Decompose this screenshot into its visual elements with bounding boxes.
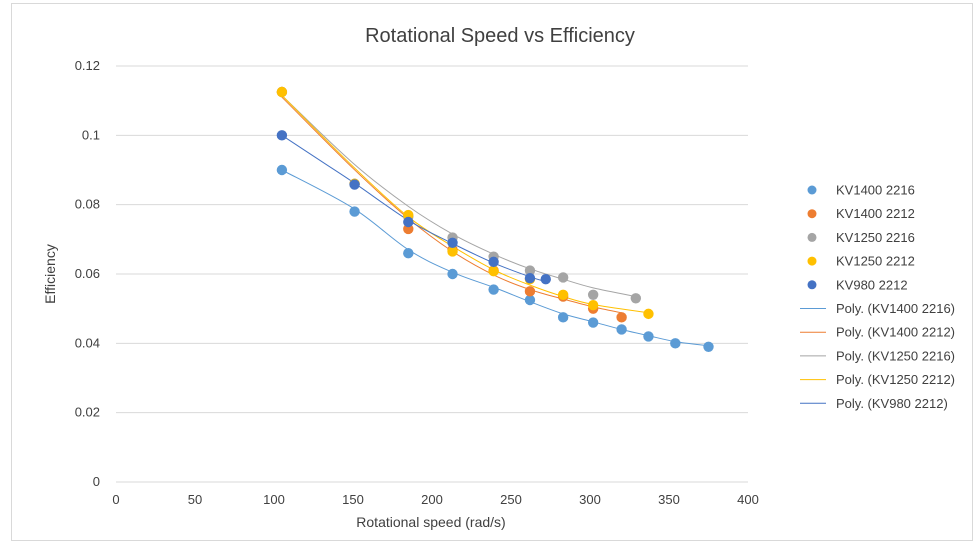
data-point: [643, 308, 654, 320]
data-point: [524, 272, 536, 284]
x-tick-label: 250: [500, 492, 522, 507]
legend-label: Poly. (KV980 2212): [836, 396, 948, 411]
x-axis-title: Rotational speed (rad/s): [356, 514, 505, 530]
y-tick-label: 0.12: [75, 58, 100, 73]
y-tick-label: 0.08: [75, 197, 100, 212]
legend-marker: [807, 209, 817, 219]
data-point: [403, 248, 414, 259]
data-point: [616, 324, 627, 335]
data-point: [643, 331, 654, 342]
data-points: [276, 86, 714, 352]
data-point: [587, 289, 599, 300]
legend-marker: [807, 232, 817, 242]
y-tick-label: 0.02: [75, 405, 100, 420]
data-point: [524, 294, 536, 306]
legend-label: KV980 2212: [836, 277, 908, 292]
legend-label: Poly. (KV1400 2216): [836, 301, 955, 316]
data-point: [557, 272, 569, 283]
legend-label: Poly. (KV1250 2216): [836, 348, 955, 363]
x-tick-label: 50: [188, 492, 202, 507]
legend-label: KV1400 2212: [836, 206, 915, 221]
gridlines: [116, 65, 748, 414]
legend-label: KV1250 2212: [836, 254, 915, 269]
axes: 0 0.02 0.04 0.06 0.08 0.1 0.12 0 50 100 150 200 250 3…: [75, 58, 759, 507]
y-tick-label: 0.04: [75, 335, 100, 350]
data-point: [587, 300, 599, 311]
data-point: [703, 341, 714, 352]
data-point: [276, 164, 288, 176]
data-point: [630, 293, 642, 304]
data-point: [276, 130, 288, 141]
data-point: [616, 312, 627, 323]
legend-label: KV1400 2216: [836, 183, 915, 198]
data-point: [276, 86, 288, 98]
x-tick-label: 400: [737, 492, 759, 507]
x-tick-label: 100: [263, 492, 285, 507]
data-point: [557, 289, 569, 300]
x-tick-label: 300: [579, 492, 601, 507]
y-tick-label: 0.1: [82, 127, 100, 142]
data-point: [524, 286, 536, 297]
data-point: [447, 268, 458, 280]
y-tick-label: 0.06: [75, 266, 100, 281]
y-axis-title: Efficiency: [42, 244, 58, 304]
data-point: [524, 265, 536, 276]
legend-marker: [807, 256, 817, 266]
data-point: [587, 317, 599, 328]
data-point: [447, 237, 458, 248]
data-point: [403, 216, 414, 228]
data-point: [670, 338, 681, 349]
legend: KV1400 2216 KV1400 2212 KV1250 2216 KV1250 …: [800, 183, 955, 411]
y-tick-label: 0: [93, 474, 100, 489]
legend-label: Poly. (KV1400 2212): [836, 325, 955, 340]
legend-marker: [807, 185, 817, 195]
x-tick-label: 350: [658, 492, 680, 507]
data-point: [488, 284, 499, 295]
chart-title: Rotational Speed vs Efficiency: [365, 25, 635, 47]
x-tick-label: 200: [421, 492, 443, 507]
x-tick-label: 150: [342, 492, 364, 507]
data-point: [488, 266, 499, 277]
legend-marker: [807, 280, 817, 290]
x-tick-label: 0: [112, 492, 119, 507]
data-point: [540, 274, 551, 285]
data-point: [349, 179, 360, 190]
data-point: [349, 206, 360, 217]
data-point: [447, 246, 458, 257]
data-point: [488, 256, 499, 268]
data-point: [557, 312, 569, 323]
legend-label: Poly. (KV1250 2212): [836, 372, 955, 387]
legend-label: KV1250 2216: [836, 230, 915, 245]
